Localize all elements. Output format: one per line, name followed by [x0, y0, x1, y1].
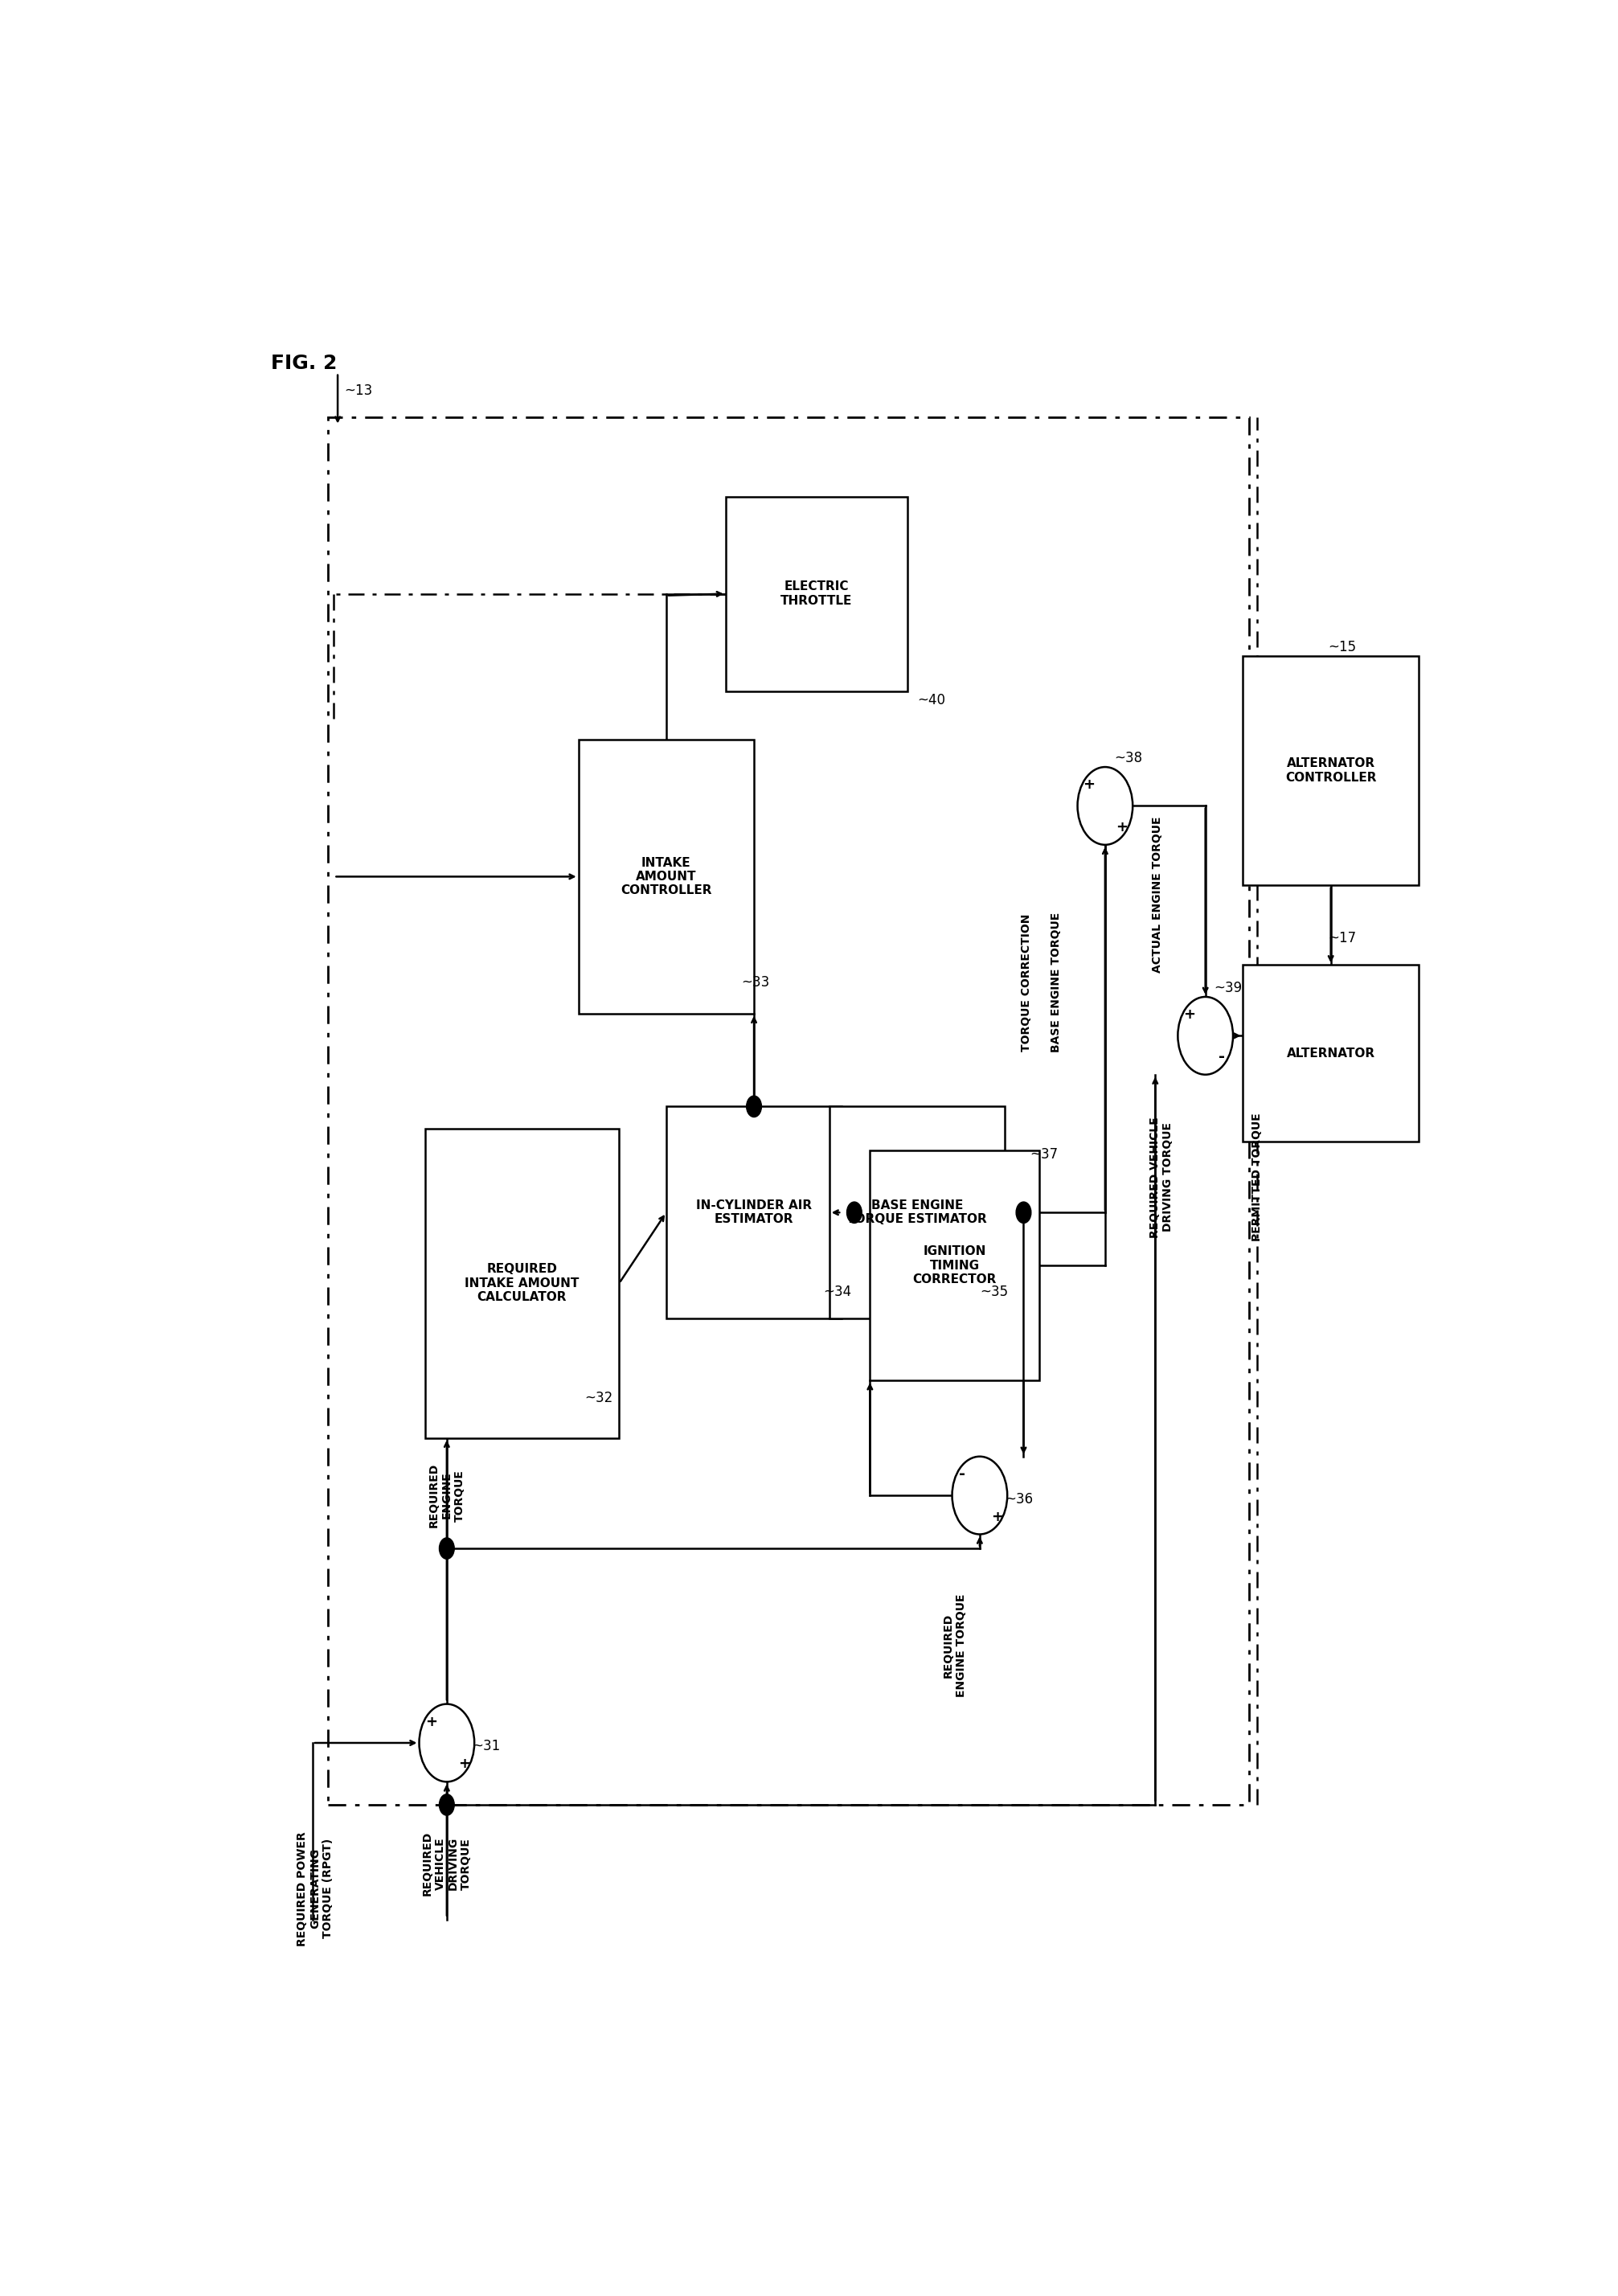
Text: REQUIRED POWER
GENERATING
TORQUE (RPGT): REQUIRED POWER GENERATING TORQUE (RPGT) [296, 1832, 333, 1947]
Text: ~39: ~39 [1214, 980, 1243, 994]
Circle shape [1078, 767, 1133, 845]
Text: TORQUE CORRECTION: TORQUE CORRECTION [1021, 914, 1032, 1052]
Text: PERMITTED TORQUE: PERMITTED TORQUE [1251, 1114, 1262, 1242]
Bar [1243, 964, 1419, 1141]
Text: ACTUAL ENGINE TORQUE: ACTUAL ENGINE TORQUE [1152, 815, 1163, 974]
Text: REQUIRED
ENGINE TORQUE: REQUIRED ENGINE TORQUE [942, 1593, 968, 1697]
Text: +: + [992, 1508, 1003, 1525]
Text: REQUIRED
VEHICLE
DRIVING
TORQUE: REQUIRED VEHICLE DRIVING TORQUE [422, 1832, 472, 1896]
Text: +: + [1082, 778, 1095, 792]
Text: REQUIRED
INTAKE AMOUNT
CALCULATOR: REQUIRED INTAKE AMOUNT CALCULATOR [464, 1263, 579, 1304]
Text: BASE ENGINE
TORQUE ESTIMATOR: BASE ENGINE TORQUE ESTIMATOR [846, 1199, 987, 1226]
Text: IGNITION
TIMING
CORRECTOR: IGNITION TIMING CORRECTOR [913, 1244, 997, 1286]
Bar [426, 1130, 620, 1437]
Text: REQUIRED
ENGINE
TORQUE: REQUIRED ENGINE TORQUE [429, 1463, 466, 1527]
Circle shape [1178, 996, 1233, 1075]
Text: ~36: ~36 [1005, 1492, 1032, 1506]
Bar [1243, 657, 1419, 886]
Bar [726, 496, 908, 691]
Text: INTAKE
AMOUNT
CONTROLLER: INTAKE AMOUNT CONTROLLER [621, 856, 712, 898]
Circle shape [1016, 1201, 1031, 1224]
Text: ~31: ~31 [472, 1738, 500, 1754]
Text: ~40: ~40 [917, 693, 945, 707]
Bar [579, 739, 754, 1013]
Text: REQUIRED VEHICLE
DRIVING TORQUE: REQUIRED VEHICLE DRIVING TORQUE [1149, 1116, 1173, 1238]
Circle shape [951, 1456, 1008, 1534]
Text: ~38: ~38 [1113, 751, 1142, 765]
Text: ~15: ~15 [1328, 641, 1356, 654]
Text: ~13: ~13 [345, 383, 372, 397]
Circle shape [846, 1201, 862, 1224]
Text: IN-CYLINDER AIR
ESTIMATOR: IN-CYLINDER AIR ESTIMATOR [696, 1199, 812, 1226]
Circle shape [438, 1538, 455, 1559]
Text: ~33: ~33 [741, 976, 770, 990]
Text: -: - [959, 1467, 966, 1481]
Text: ALTERNATOR
CONTROLLER: ALTERNATOR CONTROLLER [1285, 758, 1377, 783]
Text: +: + [426, 1715, 438, 1729]
Text: +: + [458, 1756, 471, 1770]
Bar [667, 1107, 841, 1318]
Text: ~37: ~37 [1029, 1148, 1058, 1162]
Text: ~35: ~35 [981, 1286, 1008, 1300]
Text: -: - [1218, 1049, 1225, 1065]
Bar [870, 1150, 1039, 1380]
Text: ALTERNATOR: ALTERNATOR [1286, 1047, 1375, 1058]
Bar [828, 1107, 1005, 1318]
Circle shape [419, 1704, 474, 1782]
Text: +: + [1115, 820, 1128, 833]
Text: ~32: ~32 [584, 1391, 613, 1405]
Text: +: + [1183, 1008, 1196, 1022]
Text: BASE ENGINE TORQUE: BASE ENGINE TORQUE [1050, 912, 1061, 1054]
Text: ~34: ~34 [824, 1286, 851, 1300]
Text: FIG. 2: FIG. 2 [272, 354, 338, 372]
Text: ELECTRIC
THROTTLE: ELECTRIC THROTTLE [781, 581, 853, 606]
Circle shape [438, 1793, 455, 1816]
Text: ~17: ~17 [1328, 932, 1356, 946]
Bar [327, 418, 1249, 1805]
Circle shape [746, 1095, 762, 1118]
